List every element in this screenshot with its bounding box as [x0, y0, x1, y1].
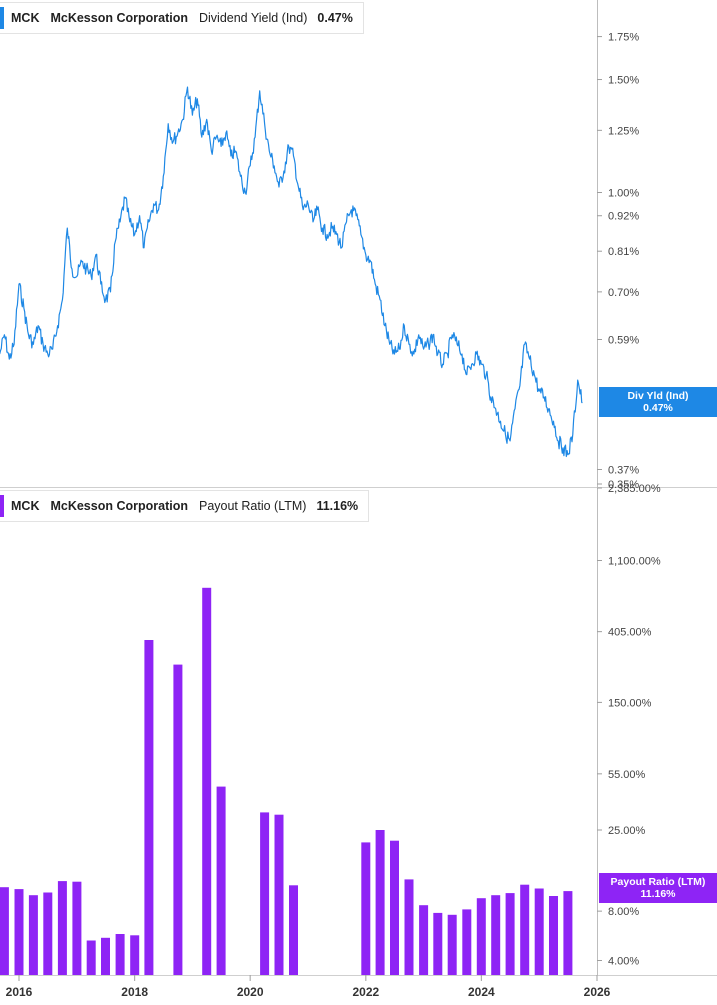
payout-bar	[144, 640, 154, 975]
yield-tag-value: 0.47%	[643, 402, 673, 414]
y-tick-label: 0.92%	[608, 211, 639, 223]
payout-bar	[462, 909, 472, 975]
y-tick-label: 8.00%	[608, 906, 639, 918]
y-tick-label: 0.70%	[608, 287, 639, 299]
x-tick-label: 2022	[352, 985, 379, 999]
payout-bar	[173, 664, 183, 975]
payout-tag-label: Payout Ratio (LTM)	[610, 876, 706, 888]
payout-bar	[534, 888, 544, 975]
payout-bar	[491, 895, 501, 975]
payout-bar	[260, 812, 270, 975]
payout-bar	[563, 891, 573, 975]
top-chart-legend[interactable]: MCK McKesson Corporation Dividend Yield …	[0, 2, 364, 34]
yield-swatch	[0, 7, 4, 29]
payout-bar	[404, 879, 414, 975]
payout-bar	[433, 912, 443, 975]
legend-metric: Dividend Yield (Ind)	[198, 11, 308, 25]
y-tick-label: 25.00%	[608, 825, 646, 837]
payout-current-tag: Payout Ratio (LTM) 11.16%	[599, 873, 717, 903]
y-tick-label: 0.37%	[608, 465, 639, 477]
y-tick-label: 150.00%	[608, 697, 652, 709]
y-tick-label: 1.75%	[608, 32, 639, 44]
payout-tag-value: 11.16%	[640, 888, 676, 900]
payout-bar	[115, 934, 125, 975]
x-tick-label: 2020	[237, 985, 264, 999]
payout-bar	[86, 940, 96, 975]
payout-bar	[72, 881, 82, 975]
bottom-chart-legend[interactable]: MCK McKesson Corporation Payout Ratio (L…	[0, 490, 370, 522]
dividend-yield-line	[0, 86, 583, 458]
payout-bar	[447, 914, 457, 975]
payout-bar	[130, 935, 140, 975]
y-tick-label: 1,100.00%	[608, 556, 661, 568]
y-tick-label: 1.50%	[608, 75, 639, 87]
payout-bar	[419, 905, 429, 975]
payout-bar	[375, 830, 385, 975]
x-tick-label: 2026	[584, 985, 611, 999]
legend-company: McKesson Corporation	[50, 11, 188, 25]
payout-bar	[520, 884, 530, 975]
y-tick-label: 1.00%	[608, 188, 639, 200]
y-tick-label: 55.00%	[608, 769, 646, 781]
payout-bar	[57, 881, 67, 975]
payout-bar	[101, 937, 110, 975]
payout-bar	[43, 892, 53, 975]
legend-company: McKesson Corporation	[50, 499, 188, 513]
y-tick-label: 405.00%	[608, 627, 652, 639]
payout-bar	[361, 842, 371, 975]
legend-value: 0.47%	[317, 11, 353, 25]
payout-bar	[390, 840, 399, 975]
legend-metric: Payout Ratio (LTM)	[198, 499, 307, 513]
legend-ticker: MCK	[11, 11, 40, 25]
payout-bar	[0, 887, 9, 975]
payout-bar	[28, 895, 38, 975]
payout-bar	[505, 893, 515, 975]
y-tick-label: 0.59%	[608, 334, 639, 346]
legend-value: 11.16%	[316, 499, 359, 513]
x-tick-label: 2024	[468, 985, 495, 999]
payout-bar	[476, 898, 486, 975]
payout-bar	[274, 814, 284, 975]
payout-bar	[289, 885, 298, 975]
x-tick-label: 2018	[121, 985, 148, 999]
payout-bar	[216, 786, 226, 975]
payout-bar	[14, 889, 24, 975]
payout-bar	[549, 896, 558, 975]
y-tick-label: 1.25%	[608, 125, 639, 137]
y-tick-label: 2,385.00%	[608, 483, 661, 495]
legend-ticker: MCK	[11, 499, 40, 513]
y-tick-label: 4.00%	[608, 956, 639, 968]
yield-current-tag: Div Yld (Ind) 0.47%	[599, 387, 717, 417]
payout-swatch	[0, 495, 4, 517]
yield-tag-label: Div Yld (Ind)	[627, 390, 689, 402]
payout-bar	[202, 587, 212, 975]
y-tick-label: 0.81%	[608, 246, 639, 258]
x-tick-label: 2016	[6, 985, 33, 999]
y-tick-label: 0.35%	[608, 479, 639, 491]
